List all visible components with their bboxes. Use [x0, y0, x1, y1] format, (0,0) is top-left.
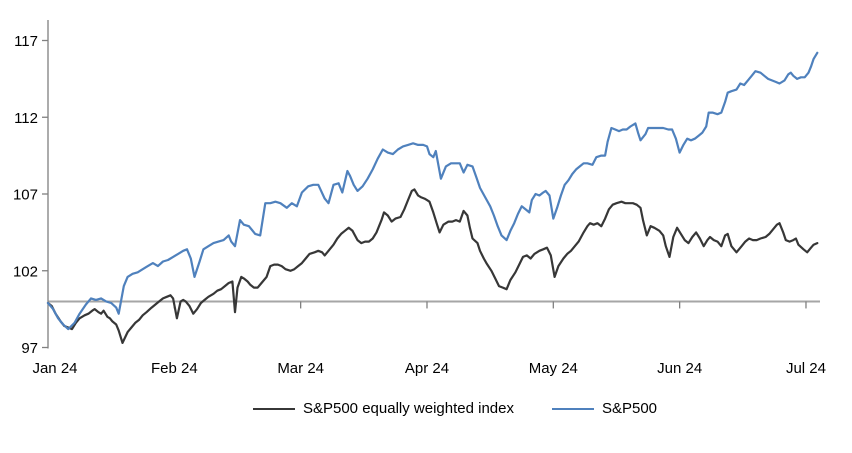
y-tick-label: 112	[14, 110, 38, 127]
y-tick-label: 117	[14, 33, 38, 50]
legend-item-sp500: S&P500	[551, 400, 658, 417]
x-tick-label: Apr 24	[405, 360, 449, 377]
y-tick-label: 102	[13, 263, 38, 280]
x-tick-label: Feb 24	[151, 360, 198, 377]
x-tick-label: May 24	[529, 360, 578, 377]
x-tick-label: Jun 24	[657, 360, 702, 377]
legend-label-sp500: S&P500	[601, 400, 658, 417]
equal-weight-line-swatch	[252, 407, 295, 410]
legend-label-equal-weight: S&P500 equally weighted index	[302, 400, 514, 417]
sp500-line	[46, 51, 819, 331]
x-tick-label: Jul 24	[786, 360, 826, 377]
x-tick-label: Jan 24	[32, 360, 77, 377]
y-tick-label: 107	[13, 187, 38, 204]
chart-svg: 97 102 107 112 117 Jan 24 Feb 24 Mar 24 Apr 24 Ma…	[13, 20, 826, 377]
sp500-line-swatch	[551, 407, 594, 410]
legend-item-equal-weight: S&P500 equally weighted index	[252, 400, 514, 417]
equal-weight-index-line	[46, 188, 819, 344]
y-tick-label: 97	[21, 340, 38, 357]
chart-legend: S&P500 equally weighted index S&P500	[0, 400, 852, 417]
x-tick-label: Mar 24	[277, 360, 324, 377]
